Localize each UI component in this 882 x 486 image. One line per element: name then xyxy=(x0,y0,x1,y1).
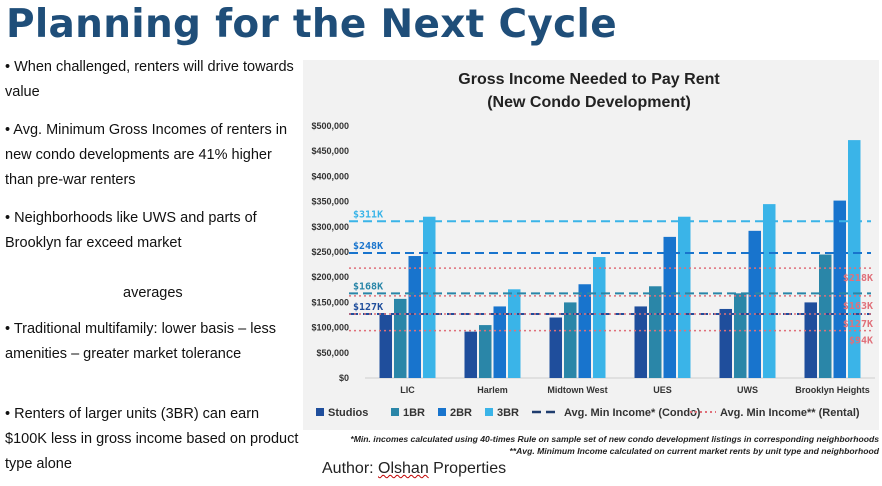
bar-studios-uws xyxy=(719,308,732,378)
legend-label-1br: 1BR xyxy=(403,407,425,419)
footnote-condo: *Min. incomes calculated using 40-times … xyxy=(350,434,879,444)
bar-3br-uws xyxy=(763,204,776,378)
condo-avg-label: $248K xyxy=(353,241,383,252)
chart-panel: Gross Income Needed to Pay Rent (New Con… xyxy=(303,60,879,430)
bullet-larger-units: • Renters of larger units (3BR) can earn… xyxy=(5,406,299,472)
y-tick-label: $200,000 xyxy=(311,272,349,282)
bar-1br-uws xyxy=(734,293,747,378)
condo-avg-label: $127K xyxy=(353,302,383,313)
bar-1br-lic xyxy=(394,298,407,378)
author-rest: Properties xyxy=(428,460,507,477)
y-tick-label: $100,000 xyxy=(311,323,349,333)
y-tick-label: $150,000 xyxy=(311,297,349,307)
legend-label-3br: 3BR xyxy=(497,407,519,419)
legend-label-studios: Studios xyxy=(328,407,368,419)
condo-avg-label: $168K xyxy=(353,281,383,292)
author-label: Author: xyxy=(322,460,379,477)
bullet-renters-value: • When challenged, renters will drive to… xyxy=(5,59,294,100)
x-category-label: UWS xyxy=(737,385,758,395)
bar-1br-midtown-west xyxy=(564,302,577,378)
bullet-traditional-multifamily: • Traditional multifamily: lower basis –… xyxy=(5,321,277,362)
x-category-label: UES xyxy=(653,385,672,395)
bar-3br-ues xyxy=(678,216,691,378)
bullet-averages: averages xyxy=(123,285,183,301)
y-tick-label: $500,000 xyxy=(311,121,349,131)
legend-swatch-2br xyxy=(438,408,446,416)
bar-1br-brooklyn-heights xyxy=(819,254,832,378)
bar-studios-harlem xyxy=(464,331,477,378)
author-credit: Author: Olshan Properties xyxy=(322,460,506,478)
chart-footnotes: *Min. incomes calculated using 40-times … xyxy=(350,433,879,457)
income-bar-chart: Gross Income Needed to Pay Rent (New Con… xyxy=(311,71,875,419)
legend-label-2br: 2BR xyxy=(450,407,472,419)
bar-1br-ues xyxy=(649,286,662,378)
rental-avg-label: $218K xyxy=(843,273,873,284)
y-tick-label: $350,000 xyxy=(311,197,349,207)
x-category-label: Brooklyn Heights xyxy=(795,385,870,395)
y-tick-label: $400,000 xyxy=(311,171,349,181)
rental-avg-label: $127K xyxy=(843,319,873,330)
condo-avg-label: $311K xyxy=(353,209,383,220)
author-name: Olshan xyxy=(378,460,429,477)
x-category-label: Harlem xyxy=(477,385,508,395)
rental-avg-label: $94K xyxy=(849,336,873,347)
bar-3br-midtown-west xyxy=(593,257,606,378)
bar-studios-lic xyxy=(379,315,392,378)
bar-studios-brooklyn-heights xyxy=(804,302,817,378)
bar-3br-harlem xyxy=(508,289,521,378)
bar-3br-brooklyn-heights xyxy=(848,140,861,378)
bullet-neighborhoods: • Neighborhoods like UWS and parts of Br… xyxy=(5,210,257,251)
legend-swatch-studios xyxy=(316,408,324,416)
legend-swatch-3br xyxy=(485,408,493,416)
chart-subtitle: (New Condo Development) xyxy=(487,94,691,111)
bar-2br-brooklyn-heights xyxy=(833,200,846,378)
legend-condo-label: Avg. Min Income* (Condo) xyxy=(564,407,701,419)
legend-swatch-1br xyxy=(391,408,399,416)
bar-2br-uws xyxy=(748,230,761,378)
y-tick-label: $450,000 xyxy=(311,146,349,156)
bar-studios-midtown-west xyxy=(549,317,562,378)
legend-rental-label: Avg. Min Income** (Rental) xyxy=(720,407,860,419)
bar-3br-lic xyxy=(423,216,436,378)
chart-title: Gross Income Needed to Pay Rent xyxy=(458,71,720,88)
y-tick-label: $250,000 xyxy=(311,247,349,257)
y-tick-label: $300,000 xyxy=(311,222,349,232)
bar-2br-ues xyxy=(663,236,676,378)
bar-2br-lic xyxy=(408,256,421,378)
slide-title: Planning for the Next Cycle xyxy=(6,2,617,47)
bar-2br-harlem xyxy=(493,306,506,378)
bar-studios-ues xyxy=(634,306,647,378)
bullet-min-gross-income: • Avg. Minimum Gross Incomes of renters … xyxy=(5,122,288,188)
y-tick-label: $0 xyxy=(339,373,349,383)
x-category-label: LIC xyxy=(400,385,415,395)
bar-1br-harlem xyxy=(479,325,492,378)
rental-avg-label: $163K xyxy=(843,301,873,312)
x-category-label: Midtown West xyxy=(547,385,607,395)
footnote-rental: **Avg. Minimum Income calculated on curr… xyxy=(509,446,879,456)
y-tick-label: $50,000 xyxy=(316,348,349,358)
